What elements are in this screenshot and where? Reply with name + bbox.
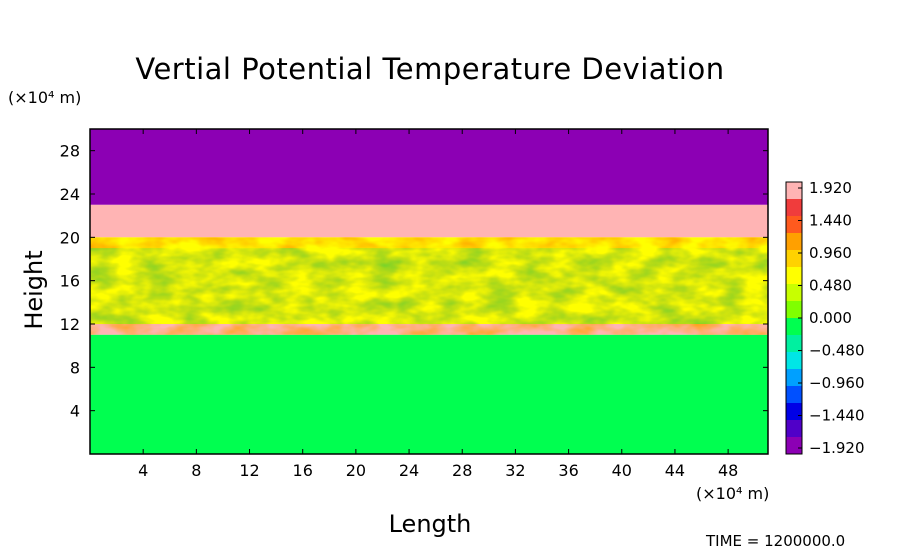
colorbar-label: 0.480 — [809, 277, 852, 295]
colorbar-segment — [786, 301, 802, 319]
colorbar-segment — [786, 335, 802, 353]
colorbar-segment — [786, 216, 802, 234]
colorbar-label: −0.960 — [809, 374, 865, 392]
colorbar-segment — [786, 420, 802, 438]
x-axis: 4 8 12 16 20 24 28 32 36 40 44 48 — [138, 129, 738, 480]
colorbar-segment — [786, 386, 802, 404]
y-axis-unit: (×10⁴ m) — [8, 88, 82, 107]
colorbar-segment — [786, 403, 802, 421]
x-tick-label: 48 — [718, 461, 738, 480]
x-tick-label: 28 — [452, 461, 472, 480]
time-label: TIME = 1200000.0 — [706, 532, 846, 550]
colorbar-segment — [786, 369, 802, 387]
colorbar-segment — [786, 233, 802, 251]
colorbar-segment — [786, 284, 802, 302]
colorbar-label: 0.960 — [809, 244, 852, 262]
colorbar-segment — [786, 199, 802, 217]
x-axis-label: Length — [388, 510, 472, 538]
colorbar-segment — [786, 352, 802, 370]
colorbar-segment — [786, 437, 802, 455]
x-axis-unit: (×10⁴ m) — [696, 484, 770, 503]
heatmap-field — [90, 129, 768, 454]
plot-frame — [89, 128, 769, 455]
colorbar: 1.920 1.440 0.960 0.480 0.000 −0.480 −0.960 −1.… — [785, 179, 865, 457]
colorbar-segment — [786, 182, 802, 200]
x-tick-label: 4 — [138, 461, 148, 480]
x-tick-label: 24 — [399, 461, 419, 480]
chart-title: Vertial Potential Temperature Deviation — [135, 52, 725, 86]
x-tick-label: 44 — [665, 461, 685, 480]
x-tick-label: 16 — [293, 461, 313, 480]
colorbar-label: −1.440 — [809, 407, 865, 425]
colorbar-label: −0.480 — [809, 342, 865, 360]
heatmap-layer-0 — [90, 129, 768, 205]
heatmap-texture-secondary — [90, 248, 768, 324]
colorbar-label: 0.000 — [809, 309, 852, 327]
x-tick-label: 12 — [239, 461, 259, 480]
x-tick-label: 20 — [346, 461, 366, 480]
heatmap-layer-1 — [90, 204, 768, 238]
y-tick-label: 12 — [60, 315, 80, 334]
y-tick-label: 20 — [60, 228, 80, 247]
y-tick-label: 16 — [60, 272, 80, 291]
y-tick-label: 4 — [70, 402, 80, 421]
x-tick-label: 40 — [612, 461, 632, 480]
y-tick-label: 28 — [60, 142, 80, 161]
colorbar-segment — [786, 318, 802, 336]
colorbar-segment — [786, 250, 802, 268]
y-axis: 4 8 12 16 20 24 28 — [60, 142, 768, 421]
y-tick-label: 24 — [60, 185, 80, 204]
x-tick-label: 32 — [505, 461, 525, 480]
colorbar-segment — [786, 267, 802, 285]
colorbar-label: 1.920 — [809, 179, 852, 197]
colorbar-label: 1.440 — [809, 212, 852, 230]
colorbar-label: −1.920 — [809, 439, 865, 457]
x-tick-label: 36 — [558, 461, 578, 480]
x-tick-label: 8 — [191, 461, 201, 480]
y-tick-label: 8 — [70, 358, 80, 377]
heatmap-layer-4 — [90, 334, 768, 454]
